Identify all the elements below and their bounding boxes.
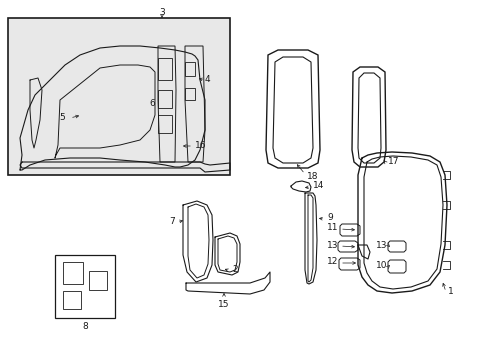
Bar (158, 58, 172, 80)
Bar (158, 115, 172, 133)
Text: 10: 10 (375, 261, 386, 270)
Text: 8: 8 (82, 322, 88, 331)
Text: 13: 13 (375, 240, 386, 249)
Bar (184, 88, 195, 100)
Bar (158, 90, 172, 108)
Text: 17: 17 (387, 158, 399, 166)
Text: 16: 16 (195, 141, 206, 150)
Text: 11: 11 (326, 224, 337, 233)
Text: 15: 15 (218, 300, 229, 309)
Text: 1: 1 (447, 288, 453, 297)
Bar (63, 262, 83, 284)
Bar (55, 255, 115, 318)
Text: 7: 7 (169, 217, 175, 226)
Text: 13: 13 (326, 240, 337, 249)
Bar (8, 18, 229, 175)
Text: 18: 18 (306, 172, 318, 181)
Text: 6: 6 (149, 99, 155, 108)
Bar (184, 62, 195, 76)
Text: 12: 12 (326, 257, 337, 266)
Text: 5: 5 (59, 113, 65, 122)
Text: 3: 3 (159, 8, 164, 17)
Text: 4: 4 (204, 76, 210, 85)
Text: 9: 9 (326, 213, 332, 222)
Text: 2: 2 (231, 266, 237, 274)
Text: 14: 14 (312, 180, 324, 189)
Bar (89, 271, 107, 290)
Bar (63, 291, 81, 309)
